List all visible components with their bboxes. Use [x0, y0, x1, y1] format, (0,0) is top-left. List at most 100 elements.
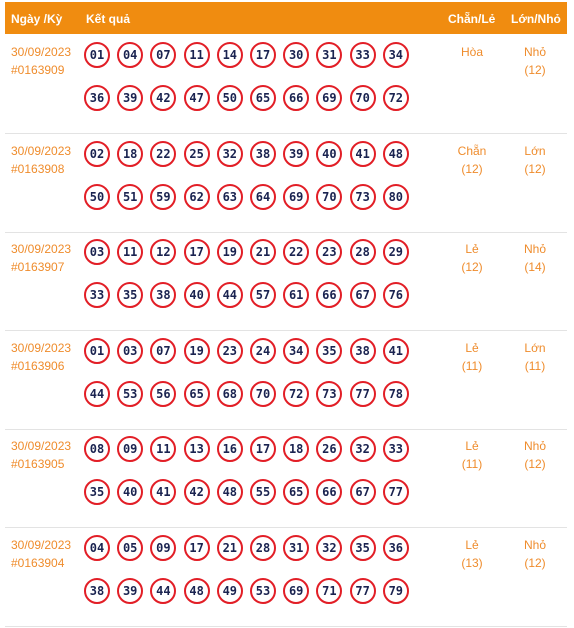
number-ball: 16 — [216, 436, 243, 463]
even-odd-result: Chẵn — [457, 143, 487, 158]
big-small-cell: Nhỏ (12) — [505, 536, 565, 572]
draw-date-cell: 30/09/2023 #0163907 — [11, 240, 71, 276]
number-ball: 66 — [316, 282, 343, 309]
number-ball: 73 — [349, 183, 376, 210]
draw-date-cell: 30/09/2023 #0163906 — [11, 339, 71, 375]
number-ball: 64 — [250, 183, 276, 210]
big-small-cell: Nhỏ (12) — [505, 43, 565, 79]
draw-date: 30/09/2023 — [11, 45, 72, 59]
number-ball: 70 — [316, 183, 343, 210]
number-ball: 39 — [283, 140, 310, 167]
number-ball: 69 — [283, 578, 310, 604]
even-odd-result: Lẻ — [465, 242, 479, 257]
even-odd-result: Lẻ — [465, 340, 479, 355]
number-ball: 67 — [349, 479, 376, 506]
draw-date: 30/09/2023 — [11, 439, 72, 454]
number-ball: 63 — [216, 183, 243, 210]
number-ball: 26 — [316, 436, 343, 463]
number-ball: 80 — [382, 183, 409, 210]
number-ball: 11 — [150, 436, 177, 463]
number-ball: 70 — [250, 380, 276, 407]
even-odd-count: (11) — [461, 457, 483, 472]
number-ball: 62 — [183, 183, 210, 210]
number-ball: 55 — [250, 479, 276, 506]
big-small-count: (12) — [524, 556, 546, 570]
number-ball: 09 — [117, 436, 144, 463]
number-ball: 39 — [117, 578, 144, 604]
number-ball: 35 — [349, 535, 376, 561]
number-ball: 44 — [84, 380, 110, 407]
number-ball: 04 — [84, 535, 110, 561]
result-column-header: Kết quả — [86, 12, 131, 26]
number-ball: 44 — [216, 282, 243, 309]
number-ball: 24 — [250, 337, 276, 364]
big-small-cell: Nhỏ (14) — [505, 240, 565, 276]
big-small-result: Nhỏ — [523, 439, 546, 454]
even-odd-count: (12) — [461, 161, 483, 176]
number-ball: 51 — [117, 183, 144, 210]
number-ball: 01 — [84, 337, 110, 364]
number-ball: 72 — [382, 85, 409, 111]
number-ball: 08 — [84, 436, 110, 463]
number-ball: 40 — [117, 479, 144, 506]
number-ball: 66 — [316, 479, 343, 506]
even-odd-count: (12) — [461, 260, 483, 275]
draw-date-cell: 30/09/2023 #0163908 — [11, 142, 71, 178]
number-ball: 47 — [183, 85, 210, 111]
draw-date: 30/09/2023 — [11, 242, 72, 257]
number-ball: 33 — [349, 42, 376, 68]
number-ball: 73 — [316, 380, 343, 407]
number-ball: 17 — [183, 239, 210, 266]
number-ball: 66 — [283, 85, 310, 111]
big-small-cell: Lớn (11) — [505, 339, 565, 375]
number-ball: 04 — [117, 42, 144, 68]
number-ball: 67 — [349, 282, 376, 309]
number-ball: 69 — [316, 85, 343, 111]
number-ball: 48 — [216, 479, 243, 506]
number-ball: 77 — [382, 479, 409, 506]
number-ball: 39 — [117, 85, 144, 111]
number-ball: 65 — [183, 380, 210, 407]
number-ball: 22 — [283, 239, 310, 266]
number-ball: 14 — [216, 42, 243, 68]
big-small-cell: Nhỏ (12) — [505, 437, 565, 473]
number-ball: 36 — [84, 85, 110, 111]
number-ball: 09 — [150, 535, 177, 561]
number-ball: 38 — [84, 578, 110, 604]
even-odd-cell: Lẻ (12) — [442, 240, 502, 276]
number-ball: 59 — [150, 183, 177, 210]
table-row: 30/09/2023 #0163907 03 11 12 17 19 21 22 23 28 29 33… — [5, 232, 567, 332]
number-ball: 34 — [382, 42, 409, 68]
number-ball: 77 — [349, 578, 376, 604]
number-ball: 38 — [349, 337, 376, 364]
number-ball: 36 — [382, 535, 409, 561]
table-row: 30/09/2023 #0163908 02 18 22 25 32 38 39 40 41 48 50… — [5, 134, 567, 233]
even-odd-count: (13) — [461, 556, 483, 570]
number-ball: 35 — [316, 337, 343, 364]
number-ball: 05 — [117, 535, 144, 561]
number-ball: 65 — [283, 479, 310, 506]
number-ball: 17 — [250, 436, 276, 463]
draw-date-cell: 30/09/2023 #0163909 — [11, 43, 71, 79]
number-ball: 07 — [150, 42, 177, 68]
number-ball: 32 — [216, 140, 243, 167]
number-ball: 71 — [316, 578, 343, 604]
number-ball: 38 — [150, 282, 177, 309]
number-ball: 07 — [150, 337, 177, 364]
number-ball: 31 — [316, 42, 343, 68]
number-ball: 18 — [283, 436, 310, 463]
number-ball: 42 — [183, 479, 210, 506]
even-odd-count: (11) — [461, 358, 483, 373]
number-ball: 21 — [216, 535, 243, 561]
number-ball: 57 — [250, 282, 276, 309]
number-ball: 12 — [150, 239, 177, 266]
number-ball: 76 — [382, 282, 409, 309]
number-ball: 69 — [283, 183, 310, 210]
number-ball: 53 — [250, 578, 276, 604]
table-row: 30/09/2023 #0163906 01 03 07 19 23 24 34 35 38 41 44… — [5, 331, 567, 430]
number-ball: 72 — [283, 380, 310, 407]
number-ball: 42 — [150, 85, 177, 111]
big-small-count: (11) — [524, 358, 546, 373]
number-ball: 03 — [84, 239, 110, 266]
even-odd-column-header: Chẵn/Lẻ — [448, 12, 496, 26]
